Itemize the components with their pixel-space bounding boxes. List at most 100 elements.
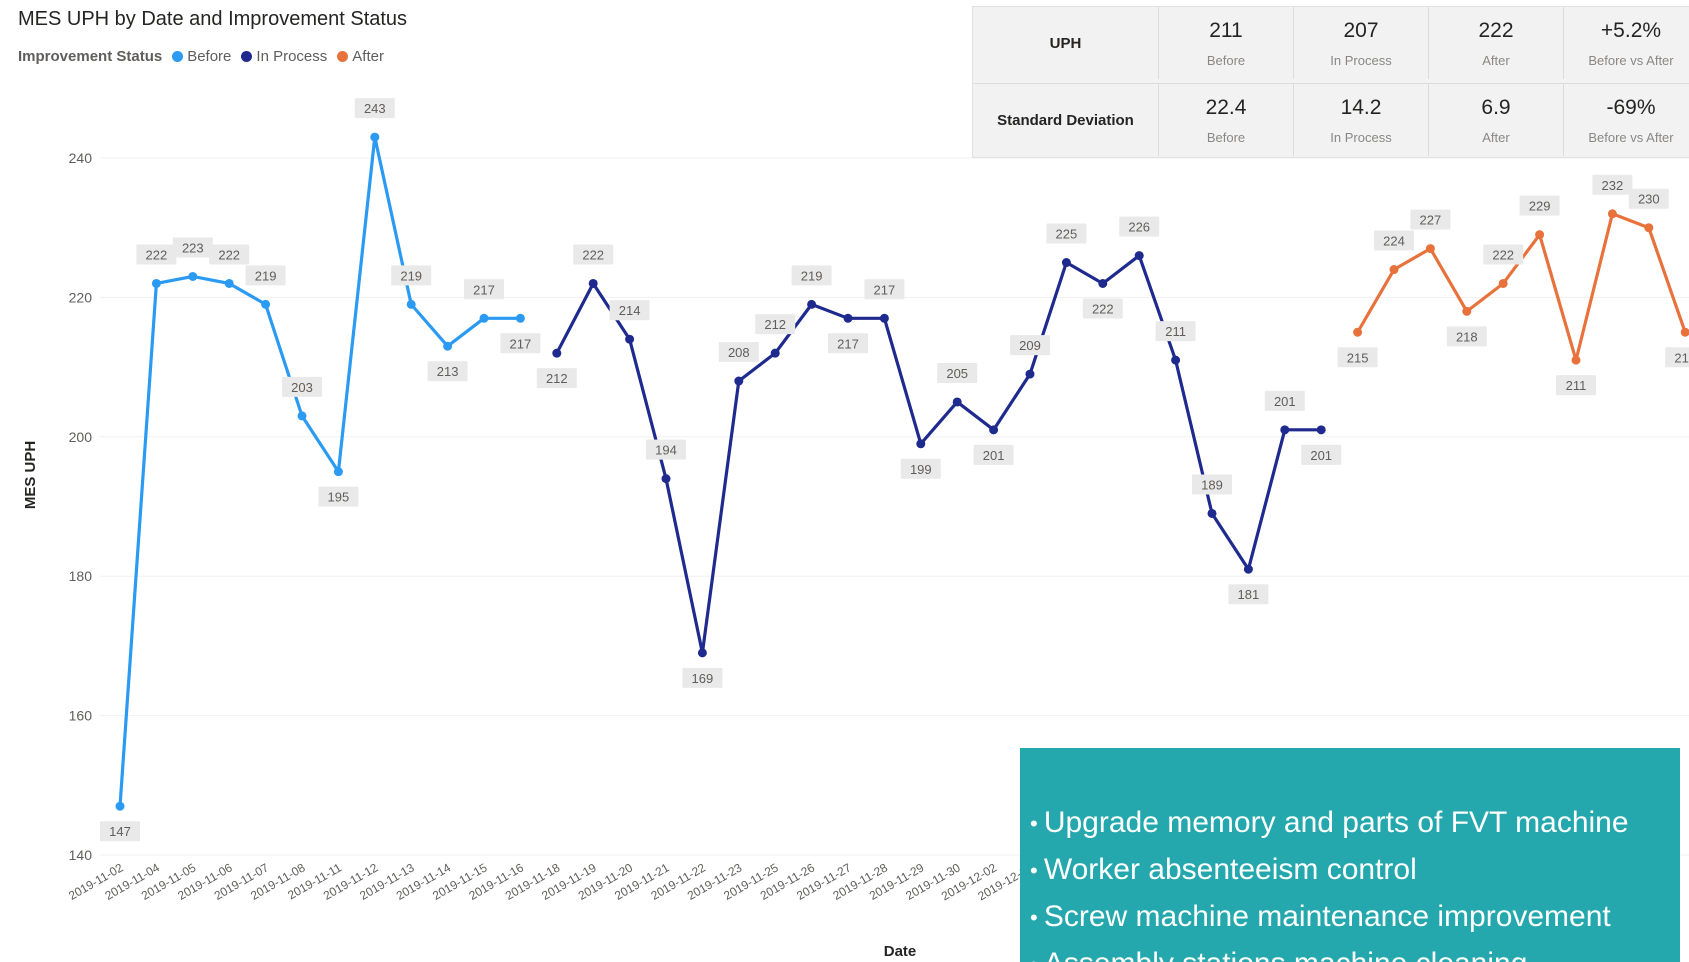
data-label: 212 <box>546 371 568 386</box>
data-label: 229 <box>1529 199 1551 214</box>
kpi-cell: +5.2% Before vs After <box>1564 7 1689 79</box>
data-point <box>879 313 889 323</box>
data-label-bg <box>354 98 395 119</box>
kpi-value: 6.9 <box>1481 96 1511 119</box>
data-label: 222 <box>1492 247 1514 262</box>
data-label: 217 <box>874 282 896 297</box>
data-point <box>370 132 380 142</box>
y-tick-label: 180 <box>69 568 93 584</box>
data-label: 214 <box>619 303 641 318</box>
data-label: 195 <box>328 490 350 505</box>
kpi-cell: 22.4 Before <box>1159 84 1294 156</box>
data-label-bg <box>864 279 905 300</box>
data-point <box>479 313 489 323</box>
data-label-bg <box>1337 347 1378 368</box>
data-label: 147 <box>109 824 131 839</box>
y-tick-label: 220 <box>69 289 93 305</box>
kpi-value: 222 <box>1478 19 1514 42</box>
data-point <box>443 341 453 351</box>
data-point <box>1171 355 1181 365</box>
data-point <box>1644 223 1654 233</box>
data-point <box>406 299 416 309</box>
data-label-bg <box>1155 321 1196 342</box>
kpi-row-std-dev: Standard Deviation 22.4 Before 14.2 In P… <box>973 83 1689 156</box>
data-label: 211 <box>1165 324 1186 339</box>
data-label-bg <box>100 821 140 842</box>
data-label-bg <box>282 376 322 397</box>
kpi-value: 22.4 <box>1205 96 1247 119</box>
data-label-bg <box>172 237 213 258</box>
data-label-bg <box>646 439 686 460</box>
kpi-subtitle: In Process <box>1330 130 1392 145</box>
data-label-bg <box>536 368 577 389</box>
data-point <box>1243 564 1253 574</box>
data-point <box>1316 425 1326 435</box>
data-label-bg <box>1483 244 1524 265</box>
data-label-bg <box>318 486 359 507</box>
data-point <box>734 376 744 386</box>
data-point <box>1535 230 1545 240</box>
kpi-cell: 14.2 In Process <box>1294 84 1429 156</box>
data-label-bg <box>1665 347 1689 368</box>
data-point <box>989 425 999 435</box>
data-label-bg <box>1374 230 1414 251</box>
data-label-bg <box>1592 174 1633 195</box>
data-label-bg <box>1046 223 1087 244</box>
kpi-subtitle: After <box>1482 53 1510 68</box>
data-label: 222 <box>1092 301 1114 316</box>
kpi-cell: 6.9 After <box>1429 84 1564 156</box>
data-point <box>1498 278 1508 288</box>
data-label: 217 <box>473 282 495 297</box>
data-label: 208 <box>728 345 750 360</box>
data-point <box>1680 327 1689 337</box>
data-label: 209 <box>1019 338 1041 353</box>
legend-item-before[interactable]: Before <box>172 48 231 65</box>
kpi-row-uph: UPH 211 Before 207 In Process 222 After … <box>973 7 1689 79</box>
data-label-bg <box>973 444 1014 465</box>
data-point <box>1280 425 1290 435</box>
data-point <box>807 299 817 309</box>
series-line-before <box>118 135 521 807</box>
data-label-bg <box>1628 188 1669 209</box>
data-point <box>115 801 125 811</box>
y-axis-label: MES UPH <box>22 441 39 509</box>
data-label: 218 <box>1456 329 1478 344</box>
kpi-subtitle: Before vs After <box>1588 53 1674 68</box>
data-label-bg <box>1119 216 1160 237</box>
data-label: 194 <box>655 443 677 458</box>
data-label: 219 <box>255 268 277 283</box>
data-label: 189 <box>1201 477 1223 492</box>
data-point <box>297 411 307 421</box>
data-point <box>1353 327 1363 337</box>
x-axis-ticks: 2019-11-022019-11-042019-11-052019-11-06… <box>66 860 1036 903</box>
kpi-subtitle: In Process <box>1330 53 1392 68</box>
data-point <box>952 397 962 407</box>
data-label-bg <box>1082 298 1123 319</box>
data-label-bg <box>1264 390 1305 411</box>
legend-item-after[interactable]: After <box>337 48 384 65</box>
data-label: 201 <box>1274 394 1296 409</box>
kpi-subtitle: Before <box>1206 130 1246 145</box>
kpi-value: +5.2% <box>1600 19 1662 42</box>
data-label: 203 <box>291 380 313 395</box>
data-label: 222 <box>218 247 240 262</box>
data-label-bg <box>828 333 868 354</box>
data-label-bg <box>500 333 541 354</box>
chart-title: MES UPH by Date and Improvement Status <box>18 8 408 30</box>
data-label: 201 <box>1310 448 1332 463</box>
kpi-subtitle: After <box>1482 130 1510 145</box>
legend-item-in-process[interactable]: In Process <box>241 48 327 65</box>
data-label-bg <box>391 265 432 286</box>
data-label: 225 <box>1056 227 1078 242</box>
legend-label-before: Before <box>187 48 232 65</box>
improvement-notes-box: Upgrade memory and parts of FVT machine … <box>1020 748 1680 962</box>
y-tick-label: 200 <box>69 429 93 445</box>
data-point <box>625 334 635 344</box>
data-label: 219 <box>801 268 823 283</box>
data-label: 205 <box>946 366 968 381</box>
data-point <box>333 467 343 477</box>
data-label: 224 <box>1383 234 1405 249</box>
y-tick-label: 140 <box>69 847 93 863</box>
kpi-subtitle: Before <box>1206 53 1246 68</box>
